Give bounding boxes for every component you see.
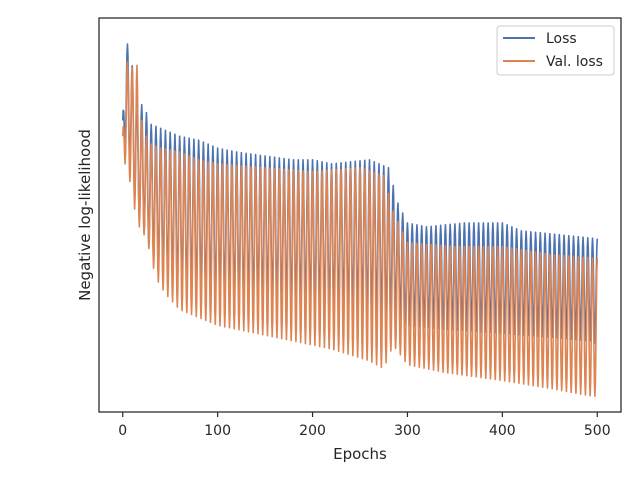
x-axis-ticks: 0 100 200 300 400 500 [118,412,611,439]
x-tick-label: 200 [299,423,326,439]
legend-label-loss: Loss [546,31,577,47]
x-tick-label: 300 [394,423,421,439]
legend: Loss Val. loss [496,25,615,76]
series-line-val-loss [121,61,599,398]
y-axis-label: Negative log-likelihood [76,129,94,301]
x-tick-label: 0 [118,423,127,439]
plot-frame [98,17,622,413]
x-axis-label: Epochs [333,445,387,463]
x-tick-label: 500 [584,423,611,439]
x-tick-label: 100 [204,423,231,439]
legend-label-val-loss: Val. loss [546,54,603,70]
series-layer [121,43,599,398]
x-tick-label: 400 [489,423,516,439]
